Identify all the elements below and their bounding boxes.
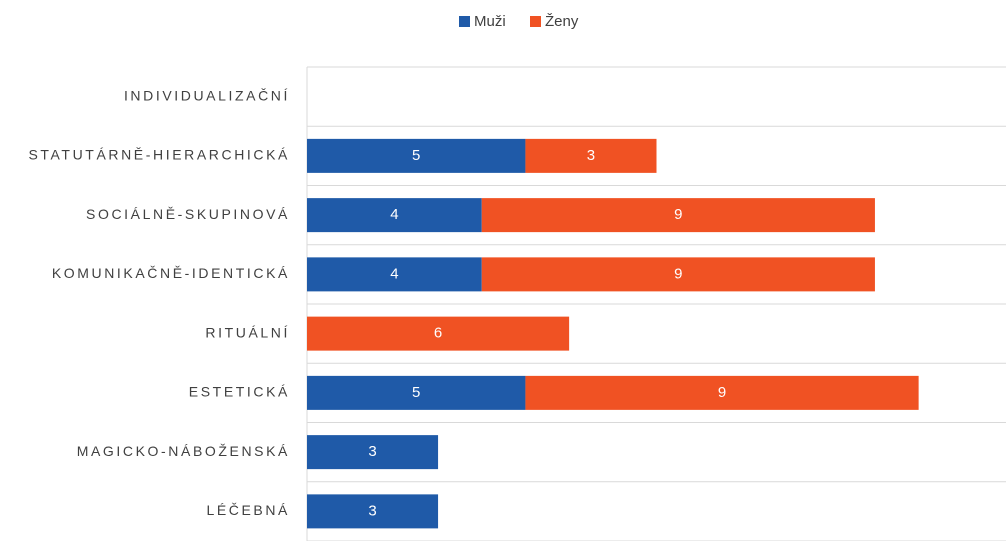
value-label: 9 <box>674 206 682 223</box>
value-label: 5 <box>412 147 420 164</box>
bar-segment <box>307 257 482 292</box>
value-label: 9 <box>674 265 682 282</box>
bar-segment <box>307 375 526 410</box>
category-label: RITUÁLNÍ <box>205 324 290 340</box>
legend-label: Ženy <box>545 13 579 30</box>
category-label: MAGICKO-NÁBOŽENSKÁ <box>77 443 290 459</box>
bar-segment <box>481 198 875 233</box>
category-label: STATUTÁRNĚ-HIERARCHICKÁ <box>28 147 290 163</box>
value-label: 5 <box>412 384 420 401</box>
value-label: 6 <box>434 325 442 342</box>
category-label: INDIVIDUALIZAČNÍ <box>124 87 290 103</box>
bar-segment <box>307 316 570 351</box>
category-label: ESTETICKÁ <box>189 384 290 400</box>
category-label: SOCIÁLNĚ-SKUPINOVÁ <box>86 206 290 222</box>
category-label: LÉČEBNÁ <box>206 502 290 518</box>
value-label: 3 <box>368 443 376 460</box>
bar-segment <box>307 138 526 173</box>
bar-segment <box>307 494 439 529</box>
value-label: 3 <box>587 147 595 164</box>
legend-swatch <box>459 16 470 27</box>
bar-segment <box>307 435 439 470</box>
value-label: 3 <box>368 502 376 519</box>
legend-label: Muži <box>474 13 506 30</box>
category-label: KOMUNIKAČNĚ-IDENTICKÁ <box>52 265 290 281</box>
legend-swatch <box>530 16 541 27</box>
bar-segment <box>307 198 482 233</box>
bar-segment <box>481 257 875 292</box>
value-label: 4 <box>390 206 398 223</box>
value-label: 9 <box>718 384 726 401</box>
bar-segment <box>525 138 657 173</box>
value-label: 4 <box>390 265 398 282</box>
bar-segment <box>525 375 919 410</box>
